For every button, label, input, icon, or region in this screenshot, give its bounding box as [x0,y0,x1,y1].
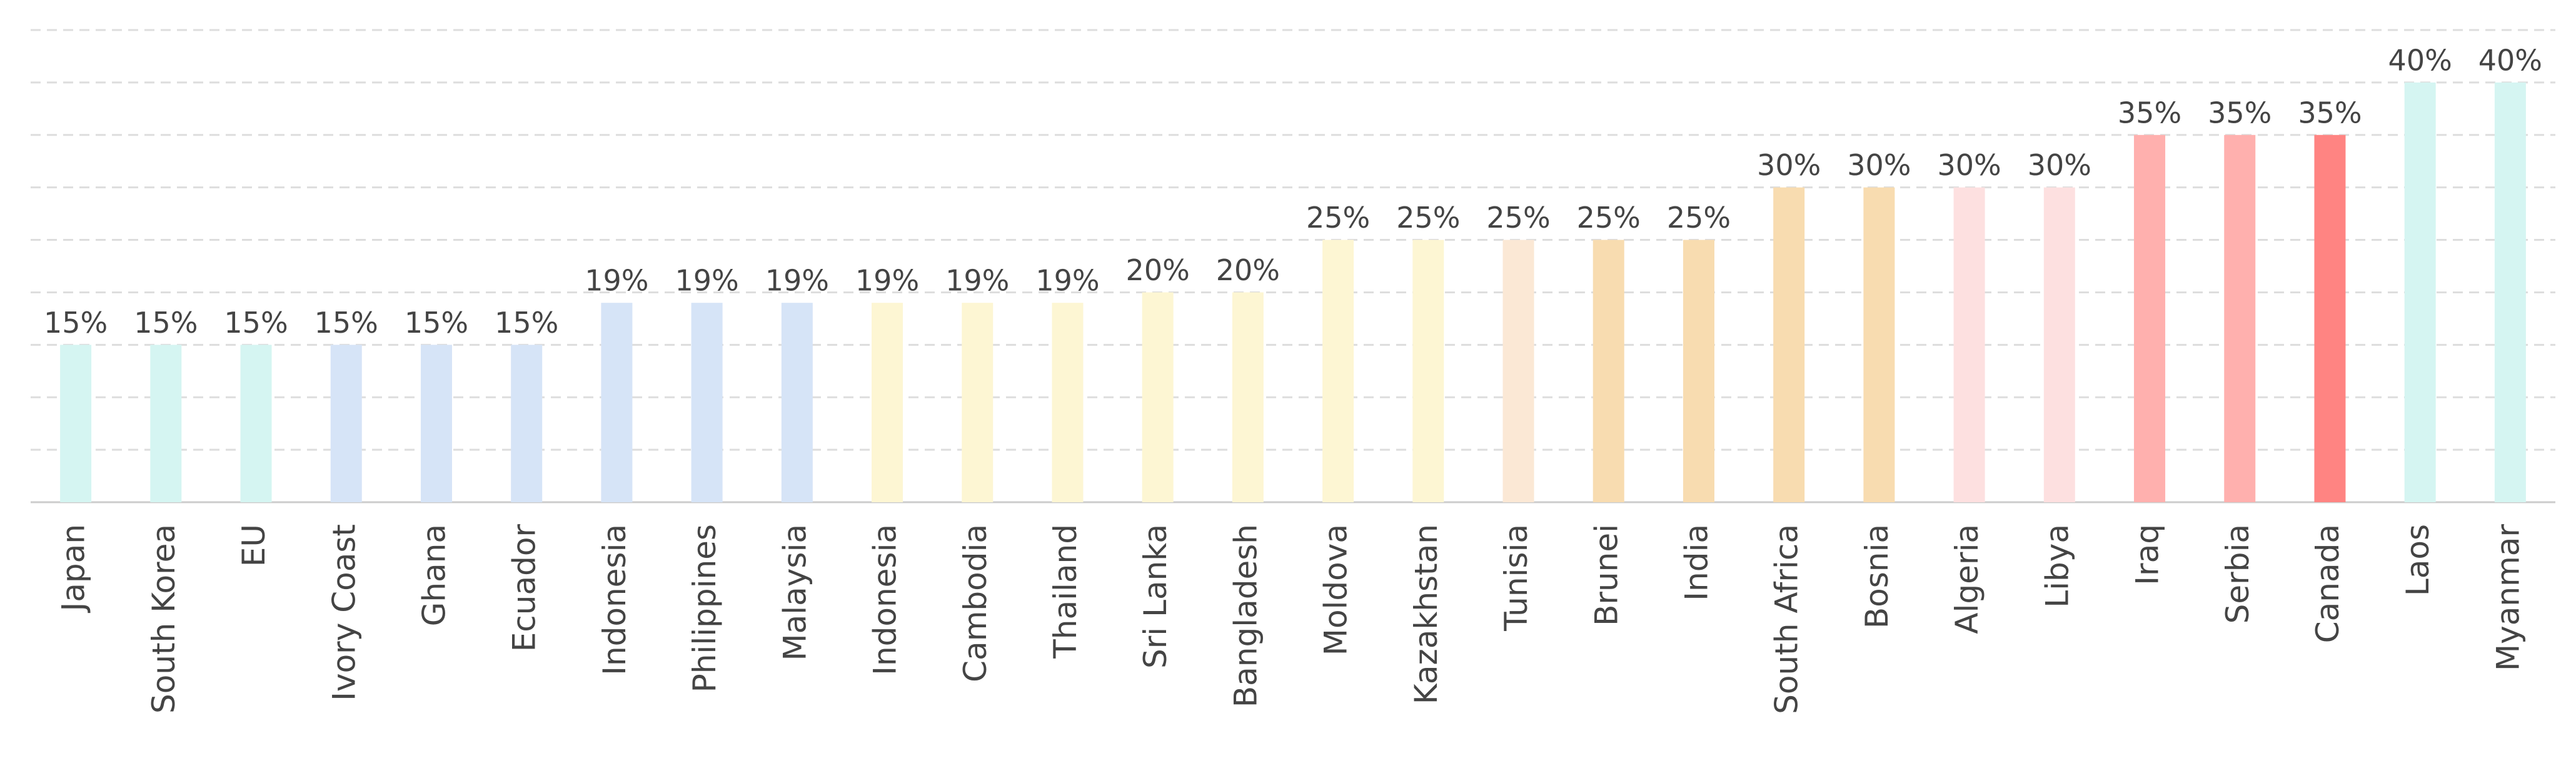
value-label: 15% [405,306,468,340]
bar [1412,240,1444,502]
x-tick-label: Ecuador [506,524,543,652]
bar [150,345,182,502]
value-label: 25% [1667,201,1731,235]
value-label: 15% [134,306,198,340]
bar [1773,187,1805,502]
x-tick-label: Algeria [1949,524,1985,634]
x-tick-label: Philippines [687,524,723,692]
bar [962,303,994,502]
value-label: 15% [44,306,108,340]
bar [1502,240,1534,502]
x-tick-label: Tunisia [1498,524,1534,632]
bar [240,345,272,502]
x-tick-label: Sri Lanka [1137,524,1174,669]
bar [691,303,723,502]
value-label: 20% [1126,253,1190,287]
value-label: 15% [224,306,288,340]
bar [1863,187,1895,502]
bar [872,303,903,502]
value-label: 40% [2478,43,2542,77]
bar [2224,134,2256,502]
bar [2134,134,2166,502]
value-label: 30% [2028,148,2091,182]
bar [2314,134,2346,502]
x-tick-label: South Korea [146,524,182,714]
bar [2494,82,2526,502]
x-tick-label: EU [236,524,272,567]
bar [1052,303,1084,502]
value-label: 15% [314,306,378,340]
bar [1592,240,1624,502]
bar [511,345,543,502]
bar [420,345,452,502]
x-tick-label: Bosnia [1859,524,1895,629]
x-tick-label: Myanmar [2490,524,2526,671]
x-tick-label: Serbia [2220,524,2256,624]
value-label: 35% [2118,96,2181,129]
x-tick-label: Ivory Coast [326,524,362,701]
value-label: 25% [1396,201,1460,235]
bar [2404,82,2436,502]
bar [1142,292,1174,502]
bar [1322,240,1354,502]
value-label: 30% [1757,148,1821,182]
x-tick-label: Japan [56,524,92,613]
x-tick-label: Laos [2400,524,2436,596]
value-label: 35% [2208,96,2272,129]
x-tick-label: Ghana [416,524,452,626]
bar [1232,292,1264,502]
x-tick-label: Libya [2039,524,2075,608]
x-tick-label: India [1678,524,1714,601]
bar [2043,187,2075,502]
x-tick-label: Indonesia [596,524,633,675]
bar [1953,187,1985,502]
value-label: 19% [585,264,648,298]
value-label: 25% [1486,201,1550,235]
bar [330,345,362,502]
x-tick-label: Canada [2310,524,2346,643]
value-label: 25% [1577,201,1641,235]
value-label: 35% [2298,96,2362,129]
x-tick-label: Indonesia [867,524,903,675]
x-tick-label: Thailand [1047,524,1084,659]
x-tick-label: Brunei [1588,524,1624,626]
bar [601,303,633,502]
bar [781,303,813,502]
value-label: 20% [1216,253,1280,287]
bar [60,345,92,502]
value-label: 19% [1035,264,1099,298]
x-tick-label: Kazakhstan [1408,524,1444,704]
value-label: 19% [675,264,738,298]
x-tick-label: South Africa [1769,524,1805,714]
x-tick-label: Bangladesh [1227,524,1264,707]
value-label: 25% [1306,201,1370,235]
x-tick-label: Cambodia [957,524,994,682]
value-label: 30% [1847,148,1911,182]
x-tick-label: Malaysia [777,524,813,660]
value-label: 19% [945,264,1009,298]
value-label: 40% [2388,43,2452,77]
value-label: 30% [1937,148,2001,182]
value-label: 15% [495,306,558,340]
x-tick-label: Moldova [1318,524,1354,655]
value-label: 19% [855,264,919,298]
bar [1683,240,1714,502]
x-tick-label: Iraq [2130,524,2166,585]
value-label: 19% [765,264,829,298]
